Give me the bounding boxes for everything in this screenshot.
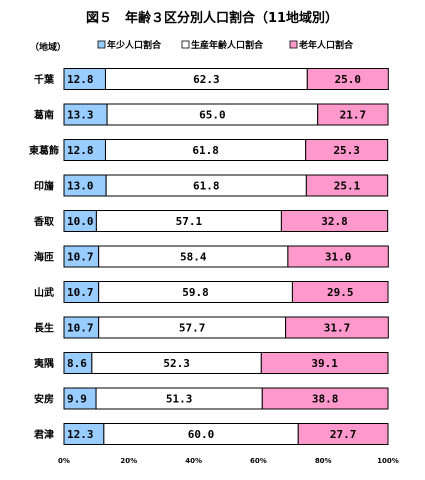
legend-item: 生産年齢人口割合 (181, 39, 264, 51)
data-label: 8.6 (67, 357, 87, 370)
data-label: 25.3 (333, 144, 360, 157)
data-label: 58.4 (180, 251, 207, 264)
legend: 年少人口割合 生産年齢人口割合 老年人口割合 (97, 39, 354, 51)
data-label: 10.7 (67, 286, 94, 299)
legend-swatch (97, 40, 106, 49)
data-label: 9.9 (67, 393, 87, 406)
bars: 千葉 12.8 62.3 25.0 葛南 13.3 65.0 21.7 東葛飾 12.8 61.8 2… (29, 68, 389, 445)
data-label: 61.8 (192, 144, 219, 157)
bar-segment (287, 245, 389, 268)
bar-row: 葛南 13.3 65.0 21.7 (33, 103, 389, 126)
data-label: 62.3 (193, 73, 220, 86)
data-label: 60.0 (188, 428, 215, 441)
bar-segment (317, 103, 389, 126)
data-label: 52.3 (163, 357, 190, 370)
category-label: 葛南 (33, 109, 54, 122)
data-label: 13.3 (67, 109, 94, 122)
data-label: 27.7 (330, 428, 357, 441)
data-label: 10.0 (67, 215, 94, 228)
bar-row: 千葉 12.8 62.3 25.0 (34, 68, 389, 90)
category-label: 夷隅 (34, 357, 54, 370)
legend-swatch (289, 40, 298, 49)
legend-label: 生産年齢人口割合 (191, 39, 264, 51)
bar-segment (285, 316, 389, 339)
bar-row: 長生 10.7 57.7 31.7 (34, 316, 389, 339)
data-label: 57.7 (179, 322, 206, 335)
data-label: 65.0 (199, 109, 226, 122)
legend-swatch (181, 40, 190, 49)
data-label: 13.0 (67, 180, 94, 193)
bar-row: 君津 12.3 60.0 27.7 (34, 423, 389, 445)
bar-segment (291, 281, 389, 303)
category-label: 山武 (34, 286, 54, 299)
bar-row: 安房 9.9 51.3 38.8 (34, 387, 389, 410)
data-label: 31.7 (324, 322, 351, 335)
category-label: 香取 (34, 215, 55, 228)
data-label: 57.1 (176, 215, 203, 228)
bar-segment (280, 210, 389, 232)
data-label: 59.8 (182, 286, 209, 299)
x-tick-label: 40% (185, 457, 202, 465)
data-label: 38.8 (312, 393, 339, 406)
bar-segment (260, 352, 389, 374)
x-tick-label: 60% (250, 457, 267, 465)
category-label: 君津 (34, 428, 54, 441)
data-label: 29.5 (327, 286, 354, 299)
bar-row: 東葛飾 12.8 61.8 25.3 (29, 139, 389, 161)
bar-segment (297, 423, 389, 445)
category-label: 東葛飾 (29, 144, 59, 157)
category-label: 安房 (34, 393, 54, 406)
bar-segment (306, 68, 389, 90)
category-label: 印旛 (34, 180, 54, 193)
data-label: 25.1 (334, 180, 361, 193)
x-tick-label: 20% (120, 457, 137, 465)
legend-label: 老年人口割合 (298, 39, 354, 51)
x-tick-label: 100% (377, 457, 399, 465)
bar-segment (305, 139, 389, 161)
category-label: 千葉 (34, 73, 55, 86)
legend-item: 老年人口割合 (289, 39, 354, 51)
legend-item: 年少人口割合 (97, 39, 162, 51)
category-label: 長生 (34, 322, 54, 335)
x-axis: 0% 20% 40% 60% 80% 100% (58, 457, 399, 465)
x-tick-label: 80% (315, 457, 332, 465)
data-label: 31.0 (325, 251, 352, 264)
bar-row: 山武 10.7 59.8 29.5 (34, 281, 389, 303)
bar-row: 香取 10.0 57.1 32.8 (34, 210, 389, 232)
category-label: 海匝 (34, 251, 54, 264)
data-label: 12.8 (67, 144, 94, 157)
data-label: 32.8 (321, 215, 348, 228)
data-label: 51.3 (166, 393, 193, 406)
data-label: 21.7 (340, 109, 367, 122)
data-label: 12.3 (67, 428, 94, 441)
x-tick-label: 0% (58, 457, 70, 465)
data-label: 25.0 (335, 73, 362, 86)
region-header: （地域） (30, 41, 66, 53)
data-label: 61.8 (193, 180, 220, 193)
bar-segment (261, 387, 389, 410)
data-label: 12.8 (67, 73, 94, 86)
bar-segment (305, 174, 389, 197)
bar-row: 印旛 13.0 61.8 25.1 (34, 174, 389, 197)
data-label: 39.1 (311, 357, 338, 370)
chart-title: 図５ 年齢３区分別人口割合（11地域別） (86, 10, 338, 26)
bar-row: 夷隅 8.6 52.3 39.1 (34, 352, 389, 374)
bar-row: 海匝 10.7 58.4 31.0 (34, 245, 389, 268)
legend-label: 年少人口割合 (107, 39, 162, 51)
data-label: 10.7 (67, 322, 94, 335)
data-label: 10.7 (67, 251, 94, 264)
